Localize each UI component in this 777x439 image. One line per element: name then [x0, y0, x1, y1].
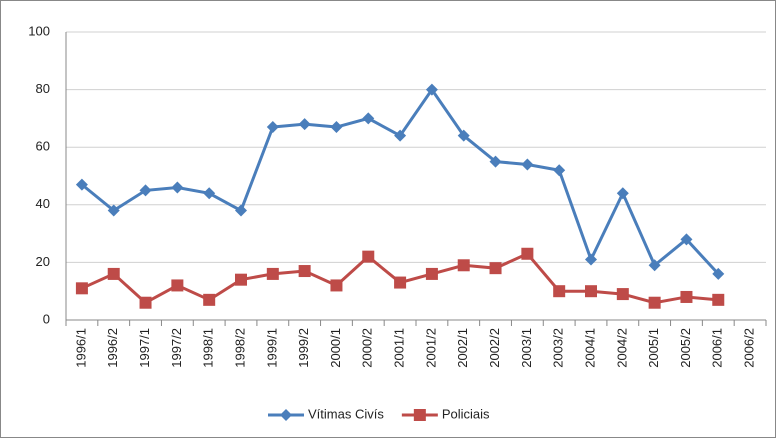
- data-point: [266, 121, 279, 134]
- data-point: [235, 204, 247, 217]
- x-tick-label: 2005/2: [678, 328, 693, 368]
- data-point: [648, 296, 661, 309]
- x-tick-label: 2006/2: [742, 328, 757, 368]
- x-tick-label: 2000/1: [328, 328, 343, 368]
- data-point: [457, 129, 470, 142]
- x-tick-label: 1997/1: [137, 328, 152, 368]
- data-point: [203, 293, 216, 306]
- data-point: [362, 112, 375, 125]
- data-point: [616, 187, 629, 200]
- data-point: [712, 267, 725, 280]
- data-point: [139, 184, 152, 197]
- x-tick-label: 2002/2: [487, 328, 502, 368]
- y-tick-label: 100: [28, 23, 50, 38]
- data-point: [171, 181, 184, 194]
- y-tick-label: 60: [36, 139, 50, 154]
- x-tick-label: 2004/1: [582, 328, 597, 368]
- data-point: [489, 262, 502, 275]
- data-point: [107, 267, 120, 280]
- x-tick-label: 2003/2: [551, 328, 566, 368]
- data-point: [553, 164, 566, 177]
- data-point: [489, 155, 502, 168]
- data-point: [394, 276, 407, 289]
- data-point: [457, 259, 470, 272]
- data-point: [680, 290, 693, 303]
- data-point: [203, 187, 216, 200]
- x-tick-label: 2001/2: [423, 328, 438, 368]
- data-point: [235, 273, 247, 286]
- data-point: [425, 83, 438, 96]
- x-tick-label: 1996/1: [73, 328, 88, 368]
- data-point: [171, 279, 184, 292]
- data-point: [362, 250, 375, 263]
- x-tick-label: 1997/2: [169, 328, 184, 368]
- x-tick-label: 2001/1: [392, 328, 407, 368]
- data-point: [585, 253, 597, 266]
- data-point: [394, 129, 407, 142]
- data-point: [521, 247, 534, 260]
- x-tick-label: 2004/2: [614, 328, 629, 368]
- data-point: [75, 178, 88, 191]
- x-tick-label: 2003/1: [519, 328, 534, 368]
- data-point: [553, 285, 566, 298]
- data-point: [330, 121, 343, 134]
- y-tick-label: 80: [36, 81, 50, 96]
- x-tick-label: 1998/2: [232, 328, 247, 368]
- x-tick-label: 1999/1: [264, 328, 279, 368]
- y-tick-label: 20: [36, 254, 50, 269]
- legend-marker: [413, 409, 426, 421]
- legend-marker: [280, 409, 292, 421]
- legend-label: Policiais: [442, 406, 490, 421]
- data-point: [648, 259, 661, 272]
- x-tick-label: 2006/1: [710, 328, 725, 368]
- data-point: [139, 296, 152, 309]
- x-tick-label: 2000/2: [360, 328, 375, 368]
- data-point: [521, 158, 534, 171]
- data-point: [330, 279, 343, 292]
- x-tick-label: 1998/1: [201, 328, 216, 368]
- data-point: [298, 265, 311, 278]
- data-point: [680, 233, 693, 246]
- data-point: [266, 267, 279, 280]
- data-point: [75, 282, 88, 295]
- data-point: [616, 288, 629, 301]
- data-point: [585, 285, 597, 298]
- x-tick-label: 2002/1: [455, 328, 470, 368]
- data-point: [425, 267, 438, 280]
- x-tick-label: 1996/2: [105, 328, 120, 368]
- data-point: [298, 118, 311, 131]
- data-point: [107, 204, 120, 217]
- y-tick-label: 0: [43, 311, 50, 326]
- y-tick-label: 40: [36, 196, 50, 211]
- legend-label: Vítimas Civís: [308, 406, 384, 421]
- data-point: [712, 293, 725, 306]
- x-tick-label: 1999/2: [296, 328, 311, 368]
- x-tick-label: 2005/1: [646, 328, 661, 368]
